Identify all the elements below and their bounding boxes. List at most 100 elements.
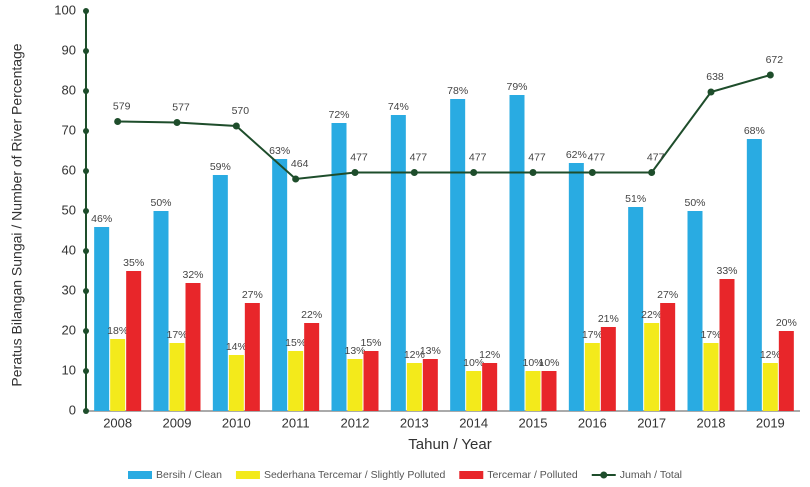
bar (644, 323, 660, 411)
bar (600, 327, 616, 411)
bar-value-label: 15% (285, 337, 306, 349)
y-tick (83, 8, 89, 14)
legend-label: Jumah / Total (620, 469, 682, 481)
y-tick (83, 88, 89, 94)
total-point (351, 169, 359, 176)
y-tick (83, 288, 89, 294)
bar (703, 343, 719, 411)
bar-value-label: 21% (598, 313, 619, 325)
y-tick-label: 100 (54, 2, 76, 17)
x-tick-label: 2014 (459, 415, 488, 430)
bar-value-label: 18% (107, 325, 128, 337)
bar-value-label: 17% (582, 329, 603, 341)
y-tick-label: 80 (62, 82, 76, 97)
bar (541, 371, 557, 411)
bar (628, 207, 644, 411)
bar-value-label: 12% (760, 349, 781, 361)
total-point (529, 169, 537, 176)
total-point (410, 169, 418, 176)
total-point (114, 118, 122, 125)
y-tick-label: 40 (62, 242, 76, 257)
bar-value-label: 51% (625, 193, 646, 205)
bar-value-label: 20% (776, 317, 797, 329)
x-tick-label: 2018 (697, 415, 726, 430)
legend-swatch (459, 471, 484, 479)
total-value-label: 477 (469, 151, 487, 163)
total-value-label: 464 (291, 158, 309, 170)
y-tick-label: 50 (62, 202, 76, 217)
bar (363, 351, 379, 411)
bar-value-label: 17% (700, 329, 721, 341)
total-point (232, 122, 240, 130)
bar (525, 371, 541, 411)
legend-label: Tercemar / Polluted (487, 469, 578, 481)
bar-value-label: 22% (641, 309, 662, 321)
y-tick-label: 0 (69, 402, 76, 417)
bar-value-label: 74% (388, 101, 409, 113)
total-point (470, 169, 478, 176)
bar-value-label: 27% (657, 289, 678, 301)
y-tick (83, 48, 89, 54)
y-tick-label: 30 (62, 282, 76, 297)
total-value-label: 577 (172, 101, 190, 113)
legend-swatch (128, 471, 152, 479)
x-tick-label: 2013 (400, 415, 429, 430)
total-point (173, 119, 181, 126)
x-tick-label: 2017 (637, 415, 666, 430)
bar-value-label: 32% (182, 269, 203, 281)
bar (687, 211, 703, 411)
bar-value-label: 12% (404, 349, 425, 361)
bar (126, 271, 142, 411)
bar (584, 343, 600, 411)
bar (390, 115, 406, 411)
x-tick-label: 2009 (163, 415, 192, 430)
bar (169, 343, 185, 411)
total-line (117, 74, 771, 181)
bar (509, 95, 525, 411)
bar (331, 123, 347, 411)
x-tick-label: 2015 (519, 415, 548, 430)
y-tick (83, 408, 89, 414)
legend-point (600, 471, 608, 479)
bar (304, 323, 320, 411)
y-axis-label: Peratus Bilangan Sungai / Number of Rive… (9, 43, 25, 386)
bar (228, 355, 244, 411)
bar (482, 363, 498, 411)
bar-value-label: 63% (269, 145, 290, 157)
bar-value-label: 72% (328, 109, 349, 121)
bar (94, 227, 110, 411)
total-point (707, 88, 715, 96)
bar-value-label: 14% (226, 341, 247, 353)
legend-label: Sederhana Tercemar / Slightly Polluted (264, 469, 445, 481)
bar-value-label: 50% (684, 197, 705, 209)
bar-value-label: 33% (716, 265, 737, 277)
total-value-label: 477 (528, 151, 546, 163)
bar (347, 359, 363, 411)
bar (778, 331, 794, 411)
y-tick-label: 70 (62, 122, 76, 137)
y-tick (83, 328, 89, 334)
y-tick (83, 168, 89, 174)
bar (660, 303, 676, 411)
total-value-label: 477 (350, 151, 368, 163)
bar-value-label: 46% (91, 213, 112, 225)
bar (450, 99, 466, 411)
x-tick-label: 2016 (578, 415, 607, 430)
x-tick-label: 2019 (756, 415, 785, 430)
x-tick-label: 2008 (103, 415, 132, 430)
bar-value-label: 35% (123, 257, 144, 269)
y-tick (83, 248, 89, 254)
x-axis-label: Tahun / Year (408, 436, 491, 453)
bar-value-label: 10% (463, 357, 484, 369)
bar (185, 283, 201, 411)
total-value-label: 579 (113, 100, 131, 112)
bar-value-label: 59% (210, 161, 231, 173)
total-point (588, 169, 596, 176)
total-value-label: 477 (647, 151, 665, 163)
bar (272, 159, 288, 411)
x-tick-label: 2010 (222, 415, 251, 430)
bar-value-label: 27% (242, 289, 263, 301)
bar (719, 279, 735, 411)
bar-value-label: 68% (744, 125, 765, 137)
bar-value-label: 13% (344, 345, 365, 357)
